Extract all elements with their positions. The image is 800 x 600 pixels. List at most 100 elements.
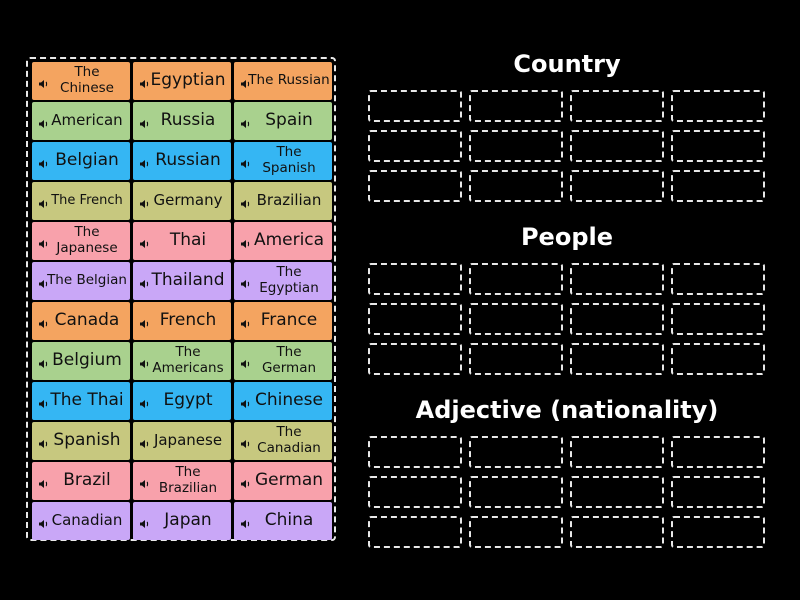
word-tile[interactable]: Russia [133,102,231,140]
word-tile[interactable]: Russian [133,142,231,180]
drop-slot-people[interactable] [570,303,664,335]
speaker-icon[interactable] [240,395,252,408]
speaker-icon[interactable] [240,275,252,288]
speaker-icon[interactable] [139,435,151,448]
speaker-icon[interactable] [139,75,151,88]
speaker-icon[interactable] [38,475,50,488]
word-tile[interactable]: Canadian [32,502,130,540]
word-tile[interactable]: Spanish [32,422,130,460]
word-tile[interactable]: The Canadian [234,422,332,460]
drop-slot-country[interactable] [671,90,765,122]
drop-slot-adjective[interactable] [570,436,664,468]
word-tile[interactable]: China [234,502,332,540]
drop-slot-country[interactable] [570,90,664,122]
speaker-icon[interactable] [240,195,252,208]
word-tile[interactable]: Egypt [133,382,231,420]
drop-slot-country[interactable] [671,130,765,162]
drop-slot-people[interactable] [469,263,563,295]
speaker-icon[interactable] [38,435,50,448]
drop-slot-country[interactable] [570,130,664,162]
word-tile[interactable]: The Thai [32,382,130,420]
word-tile[interactable]: Canada [32,302,130,340]
speaker-icon[interactable] [139,115,151,128]
drop-slot-country[interactable] [368,90,462,122]
word-tile[interactable]: Thai [133,222,231,260]
drop-slot-adjective[interactable] [368,436,462,468]
speaker-icon[interactable] [240,435,252,448]
word-tile[interactable]: America [234,222,332,260]
word-tile[interactable]: The Egyptian [234,262,332,300]
word-tile[interactable]: Brazilian [234,182,332,220]
drop-slot-country[interactable] [469,90,563,122]
speaker-icon[interactable] [139,315,151,328]
word-tile[interactable]: American [32,102,130,140]
speaker-icon[interactable] [139,275,151,288]
speaker-icon[interactable] [240,355,252,368]
drop-slot-people[interactable] [671,303,765,335]
speaker-icon[interactable] [240,115,252,128]
speaker-icon[interactable] [38,395,50,408]
speaker-icon[interactable] [240,235,252,248]
speaker-icon[interactable] [240,475,252,488]
word-tile[interactable]: Thailand [133,262,231,300]
word-tile[interactable]: Egyptian [133,62,231,100]
drop-slot-people[interactable] [671,343,765,375]
word-tile[interactable]: Japanese [133,422,231,460]
word-tile[interactable]: The French [32,182,130,220]
drop-slot-people[interactable] [469,343,563,375]
drop-slot-adjective[interactable] [671,476,765,508]
drop-slot-adjective[interactable] [671,436,765,468]
word-tile[interactable]: France [234,302,332,340]
word-tile[interactable]: German [234,462,332,500]
speaker-icon[interactable] [38,155,50,168]
drop-slot-adjective[interactable] [469,436,563,468]
drop-slot-people[interactable] [671,263,765,295]
drop-slot-adjective[interactable] [570,476,664,508]
drop-slot-people[interactable] [570,343,664,375]
speaker-icon[interactable] [139,155,151,168]
speaker-icon[interactable] [38,315,50,328]
speaker-icon[interactable] [38,195,50,208]
word-tile[interactable]: The Brazilian [133,462,231,500]
speaker-icon[interactable] [139,515,151,528]
word-tile[interactable]: Chinese [234,382,332,420]
speaker-icon[interactable] [38,515,50,528]
speaker-icon[interactable] [240,155,252,168]
word-tile[interactable]: The Japanese [32,222,130,260]
speaker-icon[interactable] [38,355,50,368]
word-tile[interactable]: The Belgian [32,262,130,300]
word-tile[interactable]: The Spanish [234,142,332,180]
speaker-icon[interactable] [139,235,151,248]
drop-slot-adjective[interactable] [570,516,664,548]
speaker-icon[interactable] [38,115,50,128]
word-tile[interactable]: The Russian [234,62,332,100]
drop-slot-adjective[interactable] [671,516,765,548]
drop-slot-country[interactable] [671,170,765,202]
drop-slot-country[interactable] [570,170,664,202]
drop-slot-country[interactable] [368,170,462,202]
word-tile[interactable]: The German [234,342,332,380]
drop-slot-country[interactable] [469,130,563,162]
speaker-icon[interactable] [240,315,252,328]
word-tile[interactable]: Japan [133,502,231,540]
speaker-icon[interactable] [139,355,151,368]
speaker-icon[interactable] [139,395,151,408]
drop-slot-adjective[interactable] [368,476,462,508]
speaker-icon[interactable] [139,195,151,208]
speaker-icon[interactable] [139,475,151,488]
drop-slot-adjective[interactable] [469,476,563,508]
word-tile[interactable]: Belgian [32,142,130,180]
speaker-icon[interactable] [38,235,50,248]
drop-slot-people[interactable] [368,303,462,335]
word-tile[interactable]: The Chinese [32,62,130,100]
word-tile[interactable]: French [133,302,231,340]
speaker-icon[interactable] [240,75,252,88]
drop-slot-people[interactable] [469,303,563,335]
word-tile[interactable]: Spain [234,102,332,140]
word-tile[interactable]: Brazil [32,462,130,500]
speaker-icon[interactable] [38,275,50,288]
word-tile[interactable]: Germany [133,182,231,220]
drop-slot-people[interactable] [570,263,664,295]
drop-slot-country[interactable] [368,130,462,162]
speaker-icon[interactable] [38,75,50,88]
